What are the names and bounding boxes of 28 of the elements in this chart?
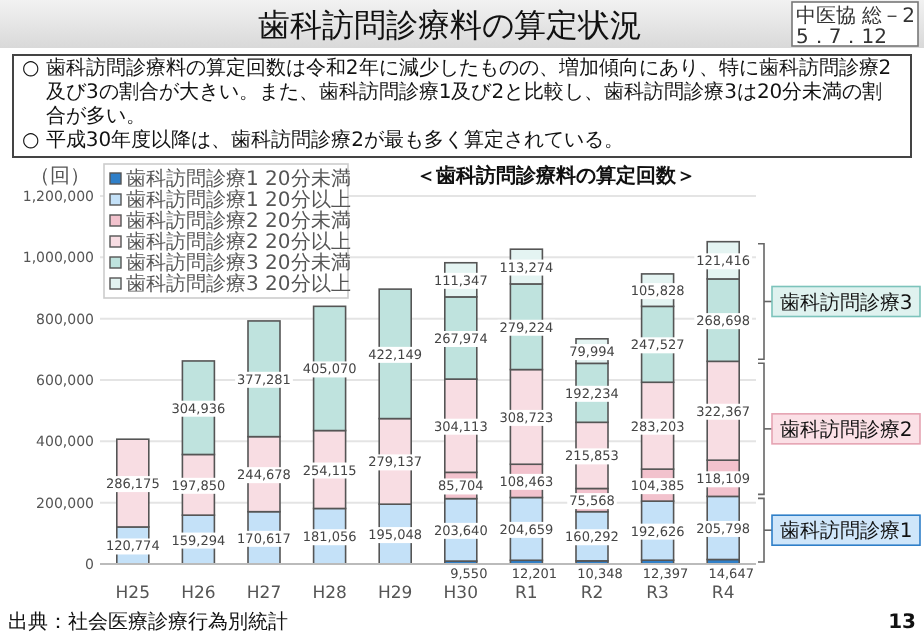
x-tick-label: H28: [312, 584, 347, 604]
x-tick-label: H30: [443, 584, 479, 604]
text: ○ 歯科訪問診療料の算定回数は令和2年に減少したものの、増加傾向にあり、特に歯科訪問診療2及び3の割合が大きい。また、歯科訪問診療1及び2と比較し、歯科訪問診療3は20分未満の割合が多い。: [22, 58, 894, 129]
chart-title: 歯科訪問診療料の算定状況: [258, 6, 642, 44]
source-note: 出典：社会医療診療行為別統計: [8, 610, 288, 634]
legend-label: 歯科訪問診療1 20分以上: [126, 188, 351, 212]
legend-label: 歯科訪問診療2 20分以上: [126, 230, 351, 254]
x-tick-label: R4: [711, 584, 735, 604]
legend-label: 歯科訪問診療1 20分未満: [126, 167, 351, 191]
legend-label: 歯科訪問診療3 20分以上: [126, 272, 351, 296]
legend-label: 歯科訪問診療3 20分未満: [126, 251, 351, 275]
x-tick-label: H25: [115, 584, 151, 604]
text: 13: [888, 612, 917, 634]
x-tick-label: H29: [377, 584, 413, 604]
x-tick-label: R3: [646, 584, 669, 604]
x-tick-label: R1: [515, 584, 538, 604]
x-tick-label: R2: [580, 584, 604, 604]
chart-subtitle: ＜歯科訪問診療料の算定回数＞: [416, 164, 696, 188]
text: 歯科訪問診療1: [779, 519, 913, 544]
x-tick-label: H27: [246, 584, 282, 604]
text: ○ 平成30年度以降は、歯科訪問診療2が最も多く算定されている。: [22, 130, 626, 154]
text: 歯科訪問診療3: [779, 290, 913, 315]
text: 中医協 総－2: [796, 4, 916, 28]
x-tick-label: H26: [181, 584, 216, 604]
text: 5．7．12: [796, 27, 887, 49]
legend-label: 歯科訪問診療2 20分未満: [126, 209, 351, 233]
text: 歯科訪問診療2: [779, 417, 913, 442]
y-axis-title: （回）: [30, 166, 90, 188]
